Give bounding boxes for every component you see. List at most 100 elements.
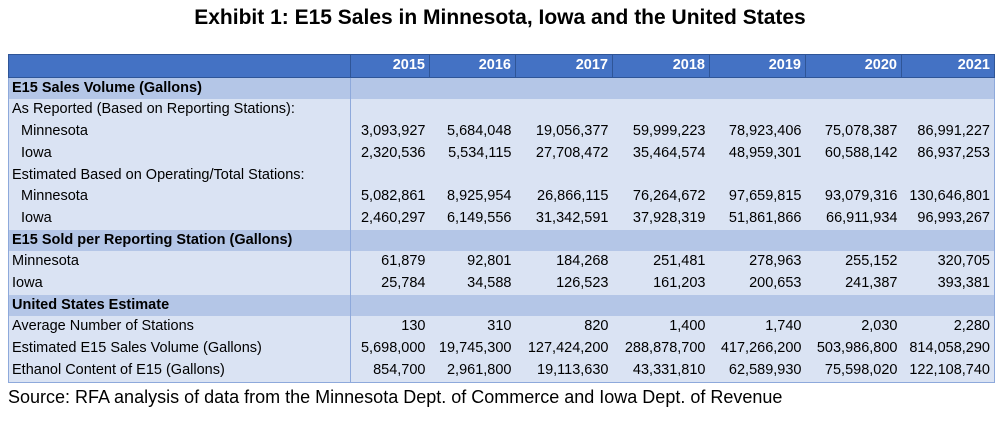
source-note: Source: RFA analysis of data from the Mi… <box>8 387 783 407</box>
value-cell: 19,113,630 <box>515 359 613 383</box>
value-cell <box>429 99 516 122</box>
value-cell: 241,387 <box>805 273 902 295</box>
value-cell: 200,653 <box>709 273 806 295</box>
value-cell: 5,698,000 <box>350 338 430 360</box>
value-cell <box>901 77 995 100</box>
value-cell: 86,937,253 <box>901 142 995 165</box>
value-cell: 288,878,700 <box>612 338 710 360</box>
value-cell <box>805 229 902 252</box>
value-cell <box>515 164 613 187</box>
value-cell: 2,460,297 <box>350 207 430 230</box>
value-cell <box>709 229 806 252</box>
value-cell <box>901 99 995 122</box>
value-cell <box>350 77 430 100</box>
row-label: Average Number of Stations <box>8 316 351 339</box>
section-label: United States Estimate <box>8 294 351 317</box>
value-cell: 19,745,300 <box>429 338 516 360</box>
value-cell <box>350 99 430 122</box>
value-cell: 161,203 <box>612 273 710 295</box>
table-row: Minnesota 3,093,927 5,684,048 19,056,377 59,… <box>8 121 995 143</box>
table-row: Iowa 25,784 34,588 126,523 161,203 200,653 241… <box>8 273 995 295</box>
value-cell: 2,030 <box>805 316 902 339</box>
value-cell <box>805 99 902 122</box>
value-cell: 127,424,200 <box>515 338 613 360</box>
value-cell: 31,342,591 <box>515 207 613 230</box>
value-cell: 86,991,227 <box>901 121 995 143</box>
value-cell <box>901 294 995 317</box>
value-cell: 278,963 <box>709 251 806 274</box>
value-cell: 5,684,048 <box>429 121 516 143</box>
value-cell <box>805 77 902 100</box>
value-cell: 126,523 <box>515 273 613 295</box>
value-cell: 59,999,223 <box>612 121 710 143</box>
value-cell: 60,588,142 <box>805 142 902 165</box>
value-cell: 2,961,800 <box>429 359 516 383</box>
value-cell: 184,268 <box>515 251 613 274</box>
value-cell <box>429 77 516 100</box>
value-cell <box>901 164 995 187</box>
value-cell: 62,589,930 <box>709 359 806 383</box>
value-cell: 96,993,267 <box>901 207 995 230</box>
table-row: Minnesota 61,879 92,801 184,268 251,481 278,9… <box>8 251 995 274</box>
value-cell: 2,280 <box>901 316 995 339</box>
row-label: As Reported (Based on Reporting Stations… <box>8 99 351 122</box>
table-row: Minnesota 5,082,861 8,925,954 26,866,115 76,… <box>8 186 995 208</box>
value-cell: 35,464,574 <box>612 142 710 165</box>
row-label: Iowa <box>8 142 351 165</box>
value-cell <box>429 294 516 317</box>
value-cell <box>612 77 710 100</box>
row-label: Minnesota <box>8 186 351 208</box>
value-cell: 51,861,866 <box>709 207 806 230</box>
value-cell: 503,986,800 <box>805 338 902 360</box>
value-cell: 19,056,377 <box>515 121 613 143</box>
table-row: Estimated E15 Sales Volume (Gallons) 5,69… <box>8 338 995 360</box>
section-header-row: E15 Sold per Reporting Station (Gallons) <box>8 229 995 252</box>
value-cell: 130 <box>350 316 430 339</box>
row-label: Minnesota <box>8 251 351 274</box>
value-cell: 255,152 <box>805 251 902 274</box>
header-label-cell <box>8 54 351 78</box>
value-cell <box>429 229 516 252</box>
table-row: Ethanol Content of E15 (Gallons) 854,700 2… <box>8 359 995 383</box>
value-cell <box>709 77 806 100</box>
value-cell: 251,481 <box>612 251 710 274</box>
value-cell: 75,078,387 <box>805 121 902 143</box>
section-header-row: United States Estimate <box>8 294 995 317</box>
value-cell: 393,381 <box>901 273 995 295</box>
value-cell <box>709 99 806 122</box>
value-cell: 130,646,801 <box>901 186 995 208</box>
value-cell <box>805 164 902 187</box>
value-cell: 320,705 <box>901 251 995 274</box>
year-header: 2020 <box>805 54 902 78</box>
value-cell: 6,149,556 <box>429 207 516 230</box>
value-cell <box>709 164 806 187</box>
value-cell <box>901 229 995 252</box>
value-cell: 5,534,115 <box>429 142 516 165</box>
value-cell: 66,911,934 <box>805 207 902 230</box>
value-cell <box>709 294 806 317</box>
value-cell: 48,959,301 <box>709 142 806 165</box>
value-cell <box>515 294 613 317</box>
value-cell: 854,700 <box>350 359 430 383</box>
value-cell: 814,058,290 <box>901 338 995 360</box>
row-label: Minnesota <box>8 121 351 143</box>
value-cell: 1,740 <box>709 316 806 339</box>
value-cell: 2,320,536 <box>350 142 430 165</box>
value-cell <box>515 77 613 100</box>
section-label: E15 Sales Volume (Gallons) <box>8 77 351 100</box>
value-cell <box>350 229 430 252</box>
value-cell: 76,264,672 <box>612 186 710 208</box>
year-header: 2019 <box>709 54 806 78</box>
exhibit-title: Exhibit 1: E15 Sales in Minnesota, Iowa … <box>194 6 806 29</box>
value-cell <box>805 294 902 317</box>
value-cell: 92,801 <box>429 251 516 274</box>
value-cell <box>350 294 430 317</box>
value-cell <box>612 99 710 122</box>
table-row: Average Number of Stations 130 310 820 1,400… <box>8 316 995 339</box>
row-label: Estimated E15 Sales Volume (Gallons) <box>8 338 351 360</box>
value-cell: 61,879 <box>350 251 430 274</box>
row-label: Iowa <box>8 207 351 230</box>
value-cell: 43,331,810 <box>612 359 710 383</box>
value-cell: 8,925,954 <box>429 186 516 208</box>
value-cell: 5,082,861 <box>350 186 430 208</box>
